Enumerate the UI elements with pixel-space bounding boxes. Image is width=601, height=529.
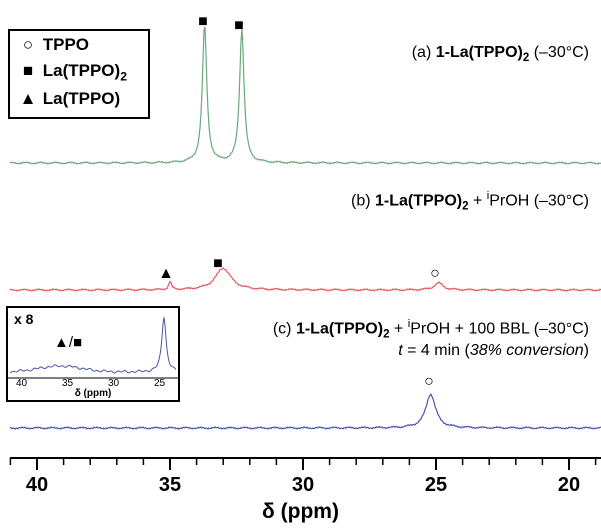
legend-item-la-tppo: ▲ La(TPPO) <box>19 89 121 108</box>
inset-plot <box>8 317 178 379</box>
x-tick-label: 25 <box>424 474 448 496</box>
inset-x-label: δ (ppm) <box>74 388 112 399</box>
x-axis-ticks <box>9 458 597 470</box>
filled-triangle-icon: ▲ <box>19 89 37 108</box>
x-axis-title: δ (ppm) <box>262 500 339 523</box>
peak-marker-triangle-icon: ▲ <box>158 265 174 282</box>
open-circle-icon: ○ <box>22 35 34 54</box>
spectrum-a-label: (a) 1-La(TPPO)2 (–30°C) <box>411 44 589 65</box>
x-tick-label: 20 <box>557 474 581 496</box>
spectrum-c-conversion-label: t = 4 min (38% conversion) <box>398 342 589 359</box>
peak-marker-circle-icon: ○ <box>430 265 440 282</box>
filled-square-icon: ■ <box>22 61 34 80</box>
x-tick-label: 30 <box>291 474 315 496</box>
legend: ○ TPPO ■ La(TPPO)2 ▲ La(TPPO) <box>8 29 150 119</box>
inset-spectrum-trace <box>9 317 177 374</box>
legend-item-tppo: ○ TPPO <box>18 35 89 55</box>
x-tick-label: 40 <box>25 474 49 496</box>
spectrum-trace-a <box>9 26 601 165</box>
peak-marker-square-icon: ■ <box>234 17 244 34</box>
inset-ticks: 40 35 30 25 <box>16 378 166 389</box>
spectrum-c-label: (c) 1-La(TPPO)2 + iPrOH + 100 BBL (–30°C… <box>272 318 589 341</box>
peak-marker-circle-icon: ○ <box>424 373 434 390</box>
x-tick-label: 35 <box>158 474 182 496</box>
spectra-traces <box>9 26 601 430</box>
peak-marker-square-icon: ■ <box>198 13 208 30</box>
inset-peak-marker: ▲/■ <box>54 334 83 351</box>
inset-trace <box>9 317 177 374</box>
legend-item-la-tppo2: ■ La(TPPO)2 <box>18 61 127 83</box>
spectrum-trace-c <box>9 393 601 430</box>
spectrum-trace-b <box>9 267 601 292</box>
spectrum-b-label: (b) 1-La(TPPO)2 + iPrOH (–30°C) <box>350 190 589 213</box>
inset-scale-label: x 8 <box>14 311 34 327</box>
inset-expansion: x 8 ▲/■ 40 35 30 25 δ (ppm) <box>6 306 180 402</box>
peak-marker-square-icon: ■ <box>213 255 223 272</box>
